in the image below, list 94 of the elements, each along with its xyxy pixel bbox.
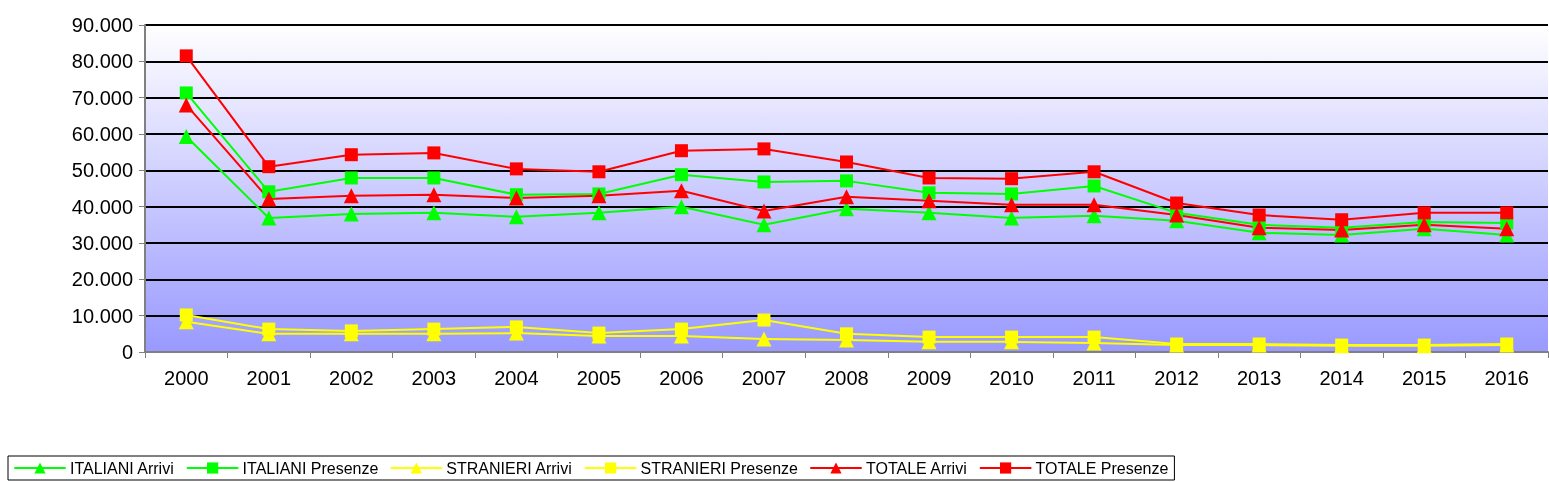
point bbox=[1251, 220, 1267, 236]
point bbox=[343, 188, 359, 204]
point bbox=[1252, 208, 1266, 222]
point bbox=[1004, 197, 1020, 213]
point bbox=[1005, 172, 1019, 186]
x-tick-label: 2010 bbox=[989, 367, 1034, 389]
point bbox=[509, 162, 523, 176]
point bbox=[922, 330, 936, 344]
point bbox=[592, 326, 606, 340]
point bbox=[427, 171, 441, 185]
legend-label: STRANIERI Presenze bbox=[640, 459, 799, 477]
x-tick-label: 2016 bbox=[1484, 367, 1529, 389]
y-tick-label: 10.000 bbox=[71, 304, 133, 327]
point bbox=[426, 205, 442, 221]
point bbox=[757, 142, 771, 156]
legend-label: STRANIERI Arrivi bbox=[446, 459, 572, 477]
point bbox=[1417, 206, 1431, 220]
point bbox=[756, 217, 772, 233]
x-tick-label: 2015 bbox=[1401, 367, 1447, 389]
point bbox=[178, 97, 194, 113]
y-tick-label: 50.000 bbox=[71, 159, 133, 182]
x-tick-label: 2001 bbox=[246, 367, 292, 389]
point bbox=[756, 203, 772, 219]
point bbox=[757, 313, 771, 327]
y-tick-label: 20.000 bbox=[71, 268, 133, 291]
point bbox=[344, 324, 358, 338]
legend-label: TOTALE Arrivi bbox=[865, 459, 967, 477]
point bbox=[262, 322, 276, 336]
legend-label: ITALIANI Arrivi bbox=[70, 459, 174, 477]
x-tick-label: 2008 bbox=[824, 367, 869, 389]
point bbox=[756, 331, 772, 347]
point bbox=[840, 174, 853, 188]
point bbox=[1499, 221, 1515, 237]
point bbox=[426, 187, 442, 203]
point bbox=[673, 183, 689, 199]
point bbox=[674, 168, 688, 182]
x-tick-label: 2014 bbox=[1319, 367, 1364, 389]
x-tick-label: 2012 bbox=[1154, 367, 1199, 389]
point bbox=[179, 49, 193, 63]
point bbox=[757, 175, 771, 189]
point bbox=[179, 308, 193, 322]
x-tick-label: 2009 bbox=[906, 367, 952, 389]
legend-label: TOTALE Presenze bbox=[1035, 459, 1169, 477]
point bbox=[262, 160, 276, 174]
y-tick-label: 60.000 bbox=[71, 123, 133, 145]
x-tick-label: 2013 bbox=[1236, 367, 1282, 389]
point bbox=[427, 146, 441, 160]
point bbox=[508, 190, 524, 206]
point bbox=[674, 322, 688, 336]
point bbox=[508, 209, 524, 225]
point bbox=[1087, 330, 1101, 344]
point bbox=[591, 205, 607, 221]
point bbox=[179, 86, 193, 100]
point bbox=[592, 165, 606, 179]
point bbox=[1335, 213, 1349, 227]
point bbox=[1087, 179, 1101, 193]
point bbox=[261, 191, 277, 207]
y-tick-label: 70.000 bbox=[71, 86, 133, 109]
point bbox=[509, 320, 523, 334]
x-tick-label: 2007 bbox=[741, 367, 787, 389]
x-tick-label: 2000 bbox=[164, 367, 209, 389]
point bbox=[1500, 206, 1514, 220]
point bbox=[1086, 197, 1102, 213]
point bbox=[1416, 217, 1432, 233]
point bbox=[1170, 196, 1184, 210]
point bbox=[840, 327, 853, 341]
point bbox=[1005, 187, 1019, 201]
point bbox=[839, 189, 854, 205]
point bbox=[1087, 165, 1101, 179]
point bbox=[921, 193, 937, 209]
y-tick-label: 30.000 bbox=[71, 232, 133, 254]
point bbox=[344, 148, 358, 162]
point bbox=[1005, 330, 1019, 344]
x-tick-label: 2006 bbox=[659, 367, 704, 389]
x-tick-label: 2011 bbox=[1072, 367, 1116, 389]
point bbox=[178, 129, 194, 145]
point bbox=[840, 155, 853, 169]
point bbox=[1004, 210, 1020, 226]
y-tick-label: 90.000 bbox=[71, 14, 133, 36]
point bbox=[344, 171, 358, 185]
point bbox=[674, 144, 688, 158]
x-tick-label: 2003 bbox=[411, 367, 457, 389]
x-tick-label: 2005 bbox=[576, 367, 622, 389]
point bbox=[261, 210, 277, 226]
x-tick-label: 2004 bbox=[494, 367, 539, 389]
point bbox=[922, 171, 936, 185]
point bbox=[343, 206, 359, 222]
x-tick-label: 2002 bbox=[329, 367, 374, 389]
point bbox=[673, 199, 689, 215]
y-tick-label: 0 bbox=[121, 341, 133, 363]
y-tick-label: 40.000 bbox=[71, 195, 133, 218]
point bbox=[427, 322, 441, 336]
y-tick-label: 80.000 bbox=[71, 50, 133, 73]
legend-label: ITALIANI Presenze bbox=[242, 459, 379, 477]
